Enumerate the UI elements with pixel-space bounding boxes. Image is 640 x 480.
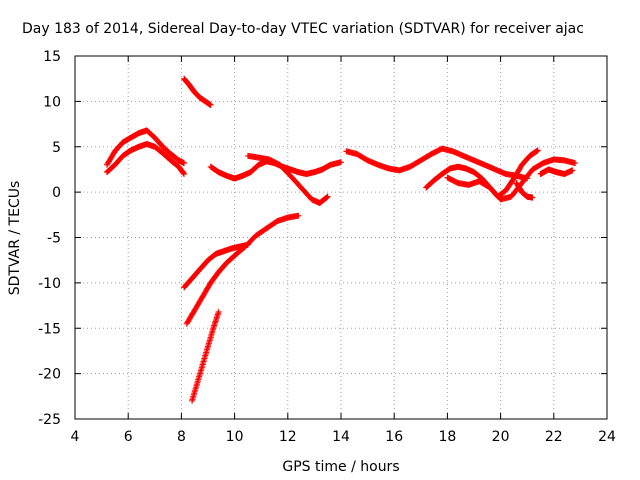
series-arc-6 bbox=[189, 308, 222, 404]
chart-title: Day 183 of 2014, Sidereal Day-to-day VTE… bbox=[22, 21, 584, 37]
x-tick-label: 20 bbox=[492, 429, 510, 445]
x-tick-label: 12 bbox=[279, 429, 297, 445]
series-arc-12 bbox=[513, 180, 536, 201]
data-point bbox=[181, 170, 188, 177]
series-arc-1 bbox=[103, 127, 188, 168]
y-tick-label: -5 bbox=[47, 231, 61, 247]
series-arc-9 bbox=[343, 145, 531, 182]
data-point bbox=[338, 159, 344, 166]
data-points bbox=[103, 75, 579, 404]
series-arc-13 bbox=[537, 166, 576, 177]
y-tick-label: 15 bbox=[43, 49, 61, 65]
series-arc-3 bbox=[181, 75, 214, 109]
data-point bbox=[324, 194, 331, 201]
x-tick-label: 14 bbox=[332, 429, 350, 445]
plot-frame bbox=[74, 55, 608, 420]
data-point bbox=[323, 194, 330, 201]
x-axis-label: GPS time / hours bbox=[282, 459, 399, 475]
y-tick-label: -20 bbox=[38, 367, 61, 383]
x-tick-label: 24 bbox=[598, 429, 616, 445]
x-tick-label: 16 bbox=[385, 429, 403, 445]
series-arc-5 bbox=[183, 212, 302, 327]
x-tick-label: 22 bbox=[545, 429, 563, 445]
y-tick-label: 10 bbox=[43, 94, 61, 110]
x-tick-label: 8 bbox=[177, 429, 186, 445]
series-arc-2 bbox=[103, 141, 188, 177]
data-point bbox=[181, 160, 188, 167]
series-arc-10 bbox=[423, 147, 541, 200]
grid bbox=[75, 56, 607, 419]
y-tick-label: -25 bbox=[38, 412, 61, 428]
y-tick-label: 5 bbox=[52, 140, 61, 156]
y-tick-label: 0 bbox=[52, 185, 61, 201]
series-arc-11 bbox=[444, 156, 579, 203]
data-point bbox=[534, 147, 541, 154]
x-tick-label: 18 bbox=[438, 429, 456, 445]
data-point bbox=[572, 160, 579, 167]
y-tick-label: -15 bbox=[38, 321, 61, 337]
data-point bbox=[295, 212, 302, 219]
data-point bbox=[569, 167, 576, 174]
x-tick-label: 10 bbox=[226, 429, 244, 445]
series-arc-8 bbox=[244, 152, 331, 207]
x-tick-label: 4 bbox=[71, 429, 80, 445]
y-tick-label: -10 bbox=[38, 276, 61, 292]
y-axis-label: SDTVAR / TECUs bbox=[7, 181, 23, 296]
data-point bbox=[215, 308, 222, 315]
data-point bbox=[529, 194, 536, 201]
data-point bbox=[324, 193, 331, 200]
x-tick-label: 6 bbox=[124, 429, 133, 445]
axis-ticks: 4 6 8 10 12 14 16 18 20 22 24 -25 -20 -15 -10 -5 0 5 10 15 bbox=[38, 49, 616, 445]
data-point bbox=[207, 102, 214, 109]
series-arc-4 bbox=[181, 241, 251, 291]
